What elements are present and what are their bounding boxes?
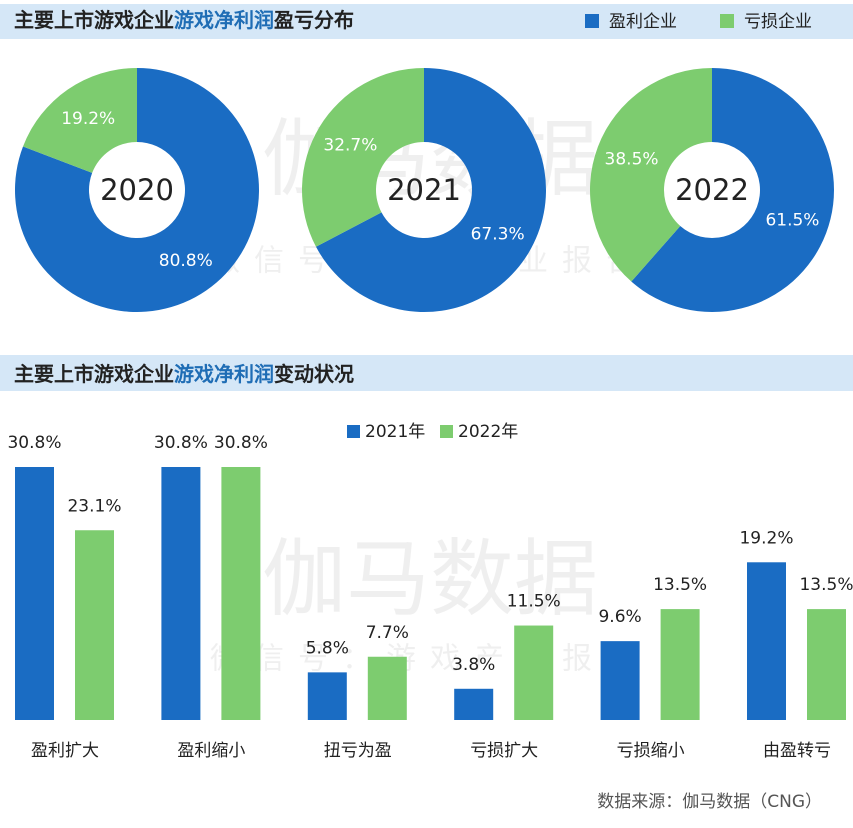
header-bar <box>0 4 853 39</box>
bar <box>221 467 261 720</box>
data-label: 19.2% <box>739 528 793 548</box>
bar <box>161 467 201 720</box>
title-part: 主要上市游戏企业 <box>14 362 174 386</box>
x-tick-label: 由盈转亏 <box>763 741 831 761</box>
bar <box>367 656 407 720</box>
bar <box>454 688 494 720</box>
title-part: 游戏净利润 <box>174 8 274 32</box>
donut-center-label: 2020 <box>100 173 174 207</box>
bar <box>600 641 640 720</box>
bar <box>807 609 846 720</box>
bar <box>15 467 54 720</box>
data-label: 7.7% <box>366 623 409 643</box>
legend-label: 盈利企业 <box>609 12 677 32</box>
data-label: 3.8% <box>452 655 495 675</box>
data-label: 19.2% <box>61 109 115 129</box>
title-part: 主要上市游戏企业 <box>14 8 174 32</box>
data-label: 30.8% <box>154 433 208 453</box>
data-label: 13.5% <box>653 575 707 595</box>
bar <box>660 609 700 720</box>
legend-label: 2021年 <box>365 422 425 442</box>
watermark: 伽马数据 <box>262 530 598 628</box>
x-tick-label: 盈利缩小 <box>177 741 245 761</box>
data-label: 38.5% <box>605 150 659 170</box>
legend-swatch <box>440 425 453 438</box>
legend-swatch <box>585 14 599 28</box>
data-label: 9.6% <box>598 607 641 627</box>
donut-slice <box>316 68 546 312</box>
donut-center-label: 2021 <box>387 173 461 207</box>
bar <box>75 530 114 720</box>
section-title: 主要上市游戏企业游戏净利润变动状况 <box>14 362 354 386</box>
donut-slice <box>14 68 259 313</box>
x-tick-label: 扭亏为盈 <box>324 741 392 761</box>
legend-label: 2022年 <box>458 422 518 442</box>
title-part: 游戏净利润 <box>174 362 274 386</box>
section-title: 主要上市游戏企业游戏净利润盈亏分布 <box>14 8 354 32</box>
title-part: 盈亏分布 <box>273 8 354 32</box>
source-note: 数据来源：伽马数据（CNG） <box>597 792 822 812</box>
donut-center-label: 2022 <box>675 173 749 207</box>
donut-slice <box>589 68 712 282</box>
x-tick-label: 盈利扩大 <box>31 741 99 761</box>
header-bar <box>0 355 853 391</box>
data-label: 11.5% <box>507 592 561 612</box>
bar <box>514 625 554 720</box>
data-label: 13.5% <box>799 575 853 595</box>
donut-slice <box>631 68 834 313</box>
data-label: 5.8% <box>306 638 349 658</box>
data-label: 32.7% <box>323 136 377 156</box>
title-part: 变动状况 <box>274 362 354 386</box>
data-label: 30.8% <box>7 433 61 453</box>
bar <box>307 672 347 720</box>
data-label: 80.8% <box>159 251 213 271</box>
legend-swatch <box>347 425 360 438</box>
donut-slice <box>23 68 137 173</box>
data-label: 61.5% <box>765 210 819 230</box>
legend-label: 亏损企业 <box>744 12 812 32</box>
x-tick-label: 亏损缩小 <box>617 741 685 761</box>
legend-swatch <box>720 14 734 28</box>
data-label: 67.3% <box>471 224 525 244</box>
donut-slice <box>302 68 424 247</box>
data-label: 30.8% <box>214 433 268 453</box>
bar <box>747 562 786 720</box>
data-label: 23.1% <box>67 496 121 516</box>
watermark-sub: 微信号：游戏产业报告 <box>210 642 650 677</box>
x-tick-label: 亏损扩大 <box>470 741 538 761</box>
